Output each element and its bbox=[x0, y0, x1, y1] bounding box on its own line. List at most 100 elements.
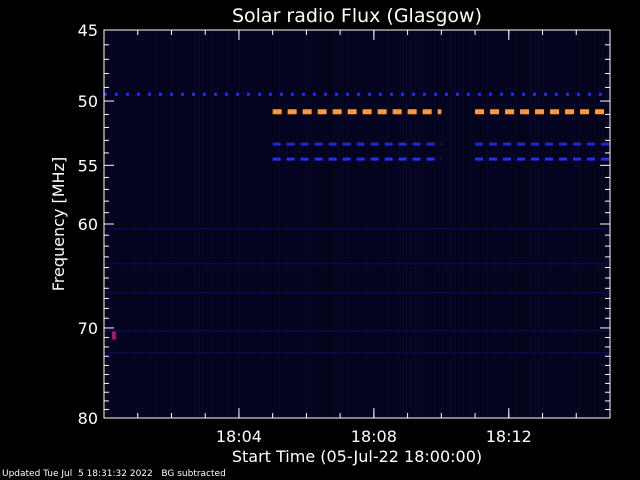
noise-column bbox=[546, 30, 548, 418]
noise-column bbox=[402, 30, 404, 418]
x-axis: 18:04 18:08 18:12 bbox=[137, 30, 577, 446]
noise-column bbox=[518, 30, 520, 418]
y-axis: 45 50 55 60 70 80 bbox=[78, 21, 610, 428]
noise-column bbox=[194, 30, 196, 418]
noise-column bbox=[482, 30, 484, 418]
noise-column bbox=[478, 30, 480, 418]
noise-column bbox=[458, 30, 460, 418]
noise-column bbox=[294, 30, 296, 418]
noise-column bbox=[338, 30, 340, 418]
noise-column bbox=[514, 30, 516, 418]
noise-column bbox=[562, 30, 564, 418]
noise-column bbox=[382, 30, 384, 418]
noise-column bbox=[186, 30, 188, 418]
noise-column bbox=[410, 30, 412, 418]
noise-band bbox=[104, 263, 610, 265]
x-tick-label: 18:04 bbox=[216, 427, 262, 446]
noise-column bbox=[566, 30, 568, 418]
noise-column bbox=[370, 30, 372, 418]
noise-column bbox=[362, 30, 364, 418]
noise-column bbox=[554, 30, 556, 418]
noise-column bbox=[374, 30, 376, 418]
noise-column bbox=[342, 30, 344, 418]
noise-column bbox=[274, 30, 276, 418]
noise-column bbox=[398, 30, 400, 418]
noise-column bbox=[446, 30, 448, 418]
y-axis-label: Frequency [MHz] bbox=[49, 157, 68, 291]
noise-column bbox=[130, 30, 132, 418]
x-tick-label: 18:08 bbox=[351, 427, 397, 446]
noise-column bbox=[558, 30, 560, 418]
noise-column bbox=[222, 30, 224, 418]
noise-column bbox=[126, 30, 128, 418]
noise-band bbox=[104, 228, 610, 230]
footer-status: Updated Tue Jul 5 18:31:32 2022 BG subtr… bbox=[2, 469, 226, 479]
noise-column bbox=[346, 30, 348, 418]
noise-column bbox=[358, 30, 360, 418]
x-tick-label: 18:12 bbox=[486, 427, 532, 446]
noise-column bbox=[578, 30, 580, 418]
noise-column bbox=[142, 30, 144, 418]
noise-column bbox=[238, 30, 240, 418]
noise-column bbox=[278, 30, 280, 418]
noise-column bbox=[326, 30, 328, 418]
noise-column bbox=[254, 30, 256, 418]
noise-column bbox=[202, 30, 204, 418]
y-tick-label: 80 bbox=[78, 409, 98, 428]
noise-column bbox=[214, 30, 216, 418]
noise-column bbox=[422, 30, 424, 418]
noise-column bbox=[242, 30, 244, 418]
noise-column bbox=[258, 30, 260, 418]
noise-column bbox=[330, 30, 332, 418]
noise-column bbox=[154, 30, 156, 418]
noise-column bbox=[538, 30, 540, 418]
noise-column bbox=[454, 30, 456, 418]
noise-column bbox=[434, 30, 436, 418]
noise-column bbox=[138, 30, 140, 418]
noise-column bbox=[170, 30, 172, 418]
y-tick-label: 60 bbox=[78, 215, 98, 234]
noise-column bbox=[430, 30, 432, 418]
noise-column bbox=[266, 30, 268, 418]
x-axis-label: Start Time (05-Jul-22 18:00:00) bbox=[232, 447, 482, 466]
noise-column bbox=[574, 30, 576, 418]
noise-column bbox=[114, 30, 116, 418]
noise-column bbox=[206, 30, 208, 418]
noise-column bbox=[302, 30, 304, 418]
noise-column bbox=[166, 30, 168, 418]
noise-column bbox=[386, 30, 388, 418]
y-tick-label: 55 bbox=[78, 156, 98, 175]
noise-column bbox=[506, 30, 508, 418]
noise-column bbox=[178, 30, 180, 418]
noise-column bbox=[322, 30, 324, 418]
noise-column bbox=[134, 30, 136, 418]
noise-column bbox=[438, 30, 440, 418]
updated-timestamp: Updated Tue Jul 5 18:31:32 2022 bbox=[2, 469, 153, 479]
noise-column bbox=[526, 30, 528, 418]
noise-column bbox=[162, 30, 164, 418]
noise-column bbox=[406, 30, 408, 418]
noise-column bbox=[426, 30, 428, 418]
noise-column bbox=[270, 30, 272, 418]
noise-column bbox=[350, 30, 352, 418]
noise-column bbox=[210, 30, 212, 418]
noise-column bbox=[582, 30, 584, 418]
noise-column bbox=[218, 30, 220, 418]
noise-column bbox=[466, 30, 468, 418]
noise-column bbox=[182, 30, 184, 418]
noise-column bbox=[146, 30, 148, 418]
noise-column bbox=[418, 30, 420, 418]
noise-column bbox=[378, 30, 380, 418]
noise-band bbox=[104, 292, 610, 294]
noise-column bbox=[530, 30, 532, 418]
noise-column bbox=[282, 30, 284, 418]
noise-column bbox=[366, 30, 368, 418]
noise-column bbox=[158, 30, 160, 418]
noise-column bbox=[522, 30, 524, 418]
noise-column bbox=[594, 30, 596, 418]
noise-column bbox=[534, 30, 536, 418]
noise-column bbox=[598, 30, 600, 418]
noise-column bbox=[462, 30, 464, 418]
noise-column bbox=[234, 30, 236, 418]
